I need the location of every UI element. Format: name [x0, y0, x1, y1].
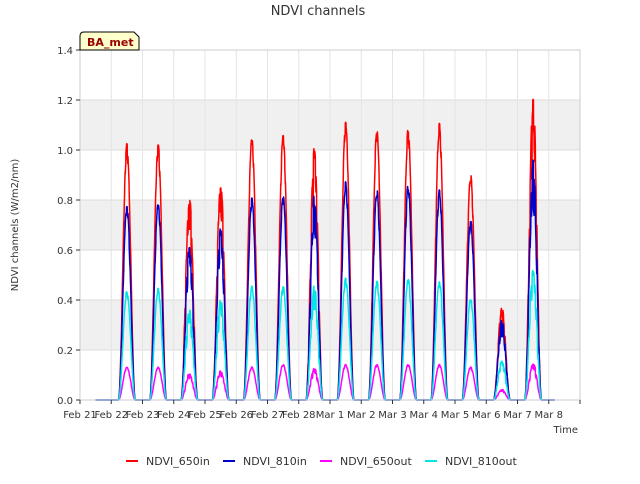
x-tick-label: Feb 23 — [126, 410, 160, 421]
legend: NDVI_650in NDVI_810in NDVI_650out NDVI_810o… — [126, 455, 517, 468]
legend-label: NDVI_810out — [445, 455, 517, 468]
y-tick-label: 0.6 — [57, 246, 73, 257]
site-label: BA_met — [87, 36, 134, 49]
legend-label: NDVI_650in — [146, 455, 210, 468]
y-tick-label: 1.2 — [57, 96, 73, 107]
x-tick-label: Mar 7 — [503, 410, 531, 421]
x-tick-label: Feb 28 — [282, 410, 316, 421]
y-tick-label: 1.4 — [57, 46, 73, 57]
x-tick-label: Feb 22 — [94, 410, 128, 421]
x-tick-label: Feb 21 — [63, 410, 97, 421]
x-tick-label: Mar 5 — [441, 410, 469, 421]
y-tick-label: 0.2 — [57, 346, 73, 357]
y-tick-label: 0.0 — [57, 396, 73, 407]
x-tick-label: Mar 6 — [472, 410, 500, 421]
chart-title: NDVI channels — [271, 4, 366, 19]
x-tick-label: Feb 27 — [251, 410, 285, 421]
legend-label: NDVI_810in — [243, 455, 307, 468]
x-tick-label: Feb 24 — [157, 410, 191, 421]
x-tick-label: Mar 3 — [378, 410, 406, 421]
y-tick-label: 0.8 — [57, 196, 73, 207]
x-tick-label: Mar 2 — [347, 410, 375, 421]
x-tick-label: Mar 4 — [410, 410, 438, 421]
y-tick-label: 0.4 — [57, 296, 73, 307]
site-label-box: BA_met — [79, 31, 140, 51]
y-axis-ticks: 0.0 0.2 0.4 0.6 0.8 1.0 1.2 1.4 — [57, 46, 80, 407]
legend-label: NDVI_650out — [340, 455, 412, 468]
y-axis-label: NDVI channels (W/m2/nm) — [10, 159, 21, 292]
y-tick-label: 1.0 — [57, 146, 73, 157]
x-axis-label: Time — [553, 425, 578, 436]
x-tick-label: Mar 1 — [316, 410, 344, 421]
x-tick-label: Mar 8 — [535, 410, 563, 421]
x-tick-label: Feb 25 — [188, 410, 222, 421]
x-tick-label: Feb 26 — [219, 410, 253, 421]
